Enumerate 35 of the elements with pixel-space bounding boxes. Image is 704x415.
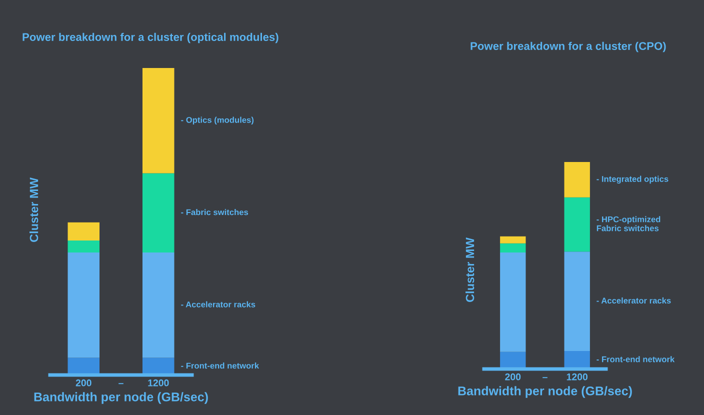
- bar: [68, 358, 100, 375]
- series-label: - Optics (modules): [181, 116, 254, 125]
- x-tick-label: 1200: [566, 373, 588, 380]
- x-tick-label: 1200: [148, 379, 169, 386]
- y-axis-title: Cluster MW: [30, 178, 38, 242]
- chart-title: Power breakdown for a cluster (CPO): [470, 42, 666, 52]
- bar: [564, 162, 590, 198]
- bar: [68, 222, 100, 241]
- bar: [142, 173, 174, 253]
- x-axis-title: Bandwidth per node (GB/sec): [458, 386, 632, 398]
- chart-title: Power breakdown for a cluster (optical modules): [22, 32, 278, 44]
- x-tick-label: –: [118, 383, 124, 384]
- bar: [142, 252, 174, 358]
- bar: [500, 243, 526, 252]
- bar: [500, 252, 526, 352]
- series-label: - Accelerator racks: [181, 301, 256, 308]
- x-tick-label: –: [542, 377, 548, 378]
- bar: [500, 352, 526, 369]
- bar: [68, 252, 100, 358]
- series-label: - HPC-optimized Fabric switches: [596, 216, 660, 232]
- series-label: - Integrated optics: [596, 176, 668, 184]
- series-label: - Accelerator racks: [596, 297, 671, 304]
- bar: [564, 350, 590, 369]
- bar: [68, 240, 100, 253]
- series-label: - Front-end network: [596, 356, 675, 362]
- bar: [142, 68, 174, 174]
- bar: [500, 236, 526, 244]
- series-label: - Fabric switches: [181, 209, 248, 216]
- x-tick-label: 200: [76, 379, 92, 386]
- bar: [564, 252, 590, 351]
- bar: [564, 197, 590, 252]
- y-axis-title: Cluster MW: [465, 238, 474, 302]
- x-axis-title: Bandwidth per node (GB/sec): [34, 392, 208, 404]
- series-label: - Front-end network: [181, 362, 260, 369]
- x-tick-label: 200: [505, 373, 521, 380]
